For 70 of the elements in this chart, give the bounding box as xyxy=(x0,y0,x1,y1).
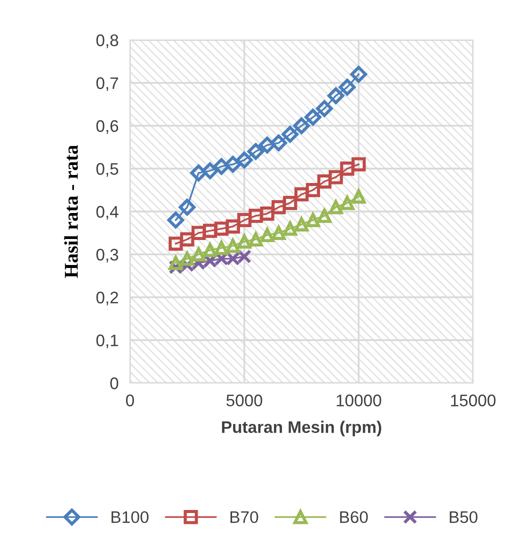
point xyxy=(237,234,252,249)
point xyxy=(317,208,332,223)
point xyxy=(272,200,286,214)
point xyxy=(190,164,208,182)
point xyxy=(168,236,183,251)
legend-label: B100 xyxy=(112,511,148,524)
point xyxy=(248,232,263,246)
point xyxy=(226,219,240,234)
point xyxy=(226,238,240,253)
point xyxy=(328,170,343,184)
y-tick-label: 0,3 xyxy=(96,248,118,263)
point xyxy=(214,240,229,256)
point xyxy=(304,108,322,126)
point xyxy=(327,87,344,104)
point xyxy=(260,228,274,242)
point xyxy=(270,134,288,152)
point xyxy=(236,152,253,168)
point xyxy=(248,208,263,223)
point xyxy=(306,212,320,228)
y-tick-label: 0,6 xyxy=(96,120,118,134)
point xyxy=(224,156,242,173)
point xyxy=(350,66,368,83)
point xyxy=(282,196,298,210)
point xyxy=(316,100,333,118)
legend-label: B50 xyxy=(450,511,478,524)
point xyxy=(178,198,196,216)
point xyxy=(293,117,310,134)
point xyxy=(202,162,218,180)
point xyxy=(237,212,252,228)
y-axis-title: Hasil rata - rata xyxy=(64,145,78,278)
x-tick-label: 15000 xyxy=(451,394,496,406)
point xyxy=(338,78,356,96)
point xyxy=(282,222,298,236)
point xyxy=(282,126,298,143)
point xyxy=(192,226,206,240)
x-tick-label: 10000 xyxy=(336,394,382,406)
point xyxy=(317,174,332,189)
y-tick-label: 0 xyxy=(110,377,118,390)
point xyxy=(340,196,354,210)
point xyxy=(168,256,183,270)
point xyxy=(294,217,309,232)
point xyxy=(258,136,276,154)
point xyxy=(294,187,309,202)
y-tick-label: 0,1 xyxy=(96,334,118,348)
y-tick-label: 0,8 xyxy=(96,34,118,48)
x-tick-label: 5000 xyxy=(226,394,262,406)
x-axis-title: Putaran Mesin (rpm) xyxy=(222,420,382,436)
point xyxy=(328,200,343,214)
legend-label: B60 xyxy=(340,511,368,524)
point xyxy=(180,232,194,246)
point xyxy=(214,222,229,236)
point xyxy=(306,182,320,198)
point xyxy=(202,243,218,258)
y-tick-label: 0,4 xyxy=(96,206,118,220)
y-tick-label: 0,7 xyxy=(96,77,118,92)
point xyxy=(272,226,286,240)
point xyxy=(340,162,354,176)
point xyxy=(167,212,184,228)
point xyxy=(352,157,366,172)
point xyxy=(247,143,264,160)
point xyxy=(213,158,230,175)
point xyxy=(202,224,218,238)
point xyxy=(192,247,206,262)
point xyxy=(352,189,366,204)
y-tick-label: 0,2 xyxy=(96,292,118,306)
y-tick-label: 0,5 xyxy=(96,163,118,177)
point xyxy=(180,252,194,266)
x-tick-label: 0 xyxy=(126,394,134,406)
point xyxy=(260,206,274,221)
legend-label: B70 xyxy=(230,511,258,524)
